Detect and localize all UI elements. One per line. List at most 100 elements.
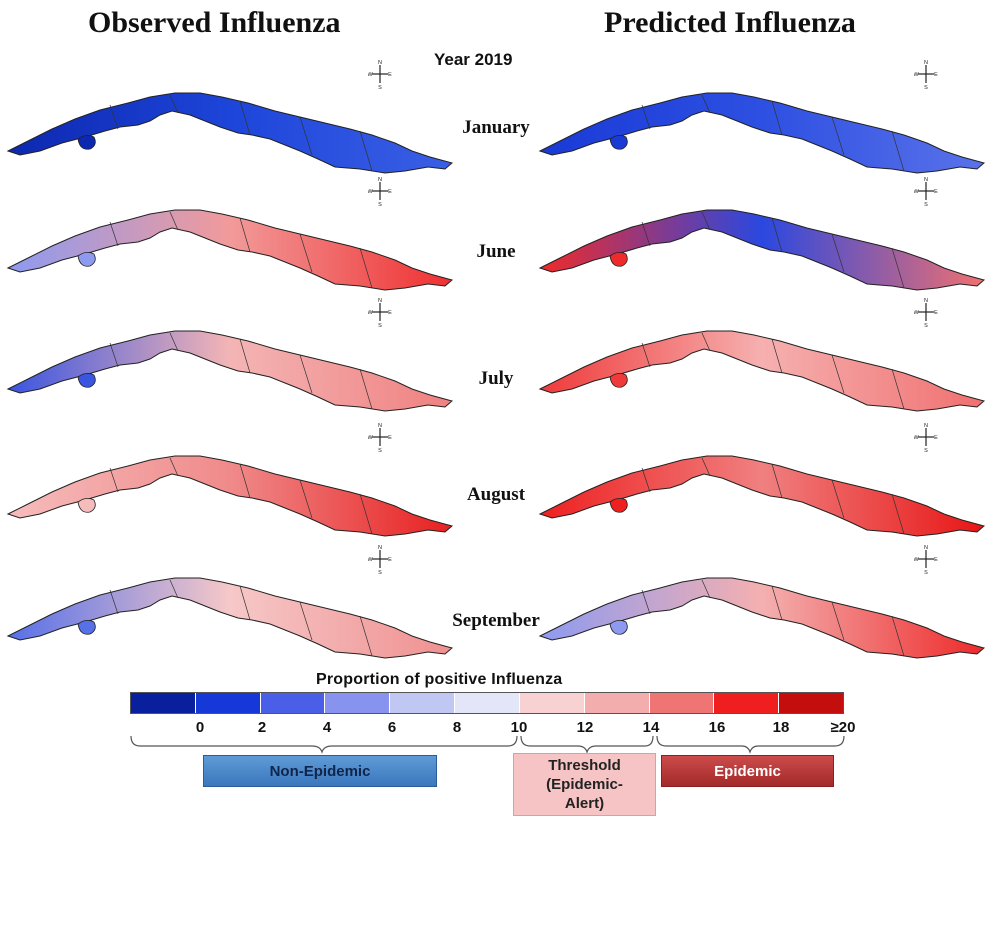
compass-s: S bbox=[924, 570, 928, 574]
compass-e: E bbox=[934, 557, 938, 563]
compass-n: N bbox=[924, 177, 928, 183]
province-boundary bbox=[701, 332, 711, 352]
province-boundary bbox=[891, 130, 905, 172]
compass-s: S bbox=[378, 323, 382, 327]
epidemic-label: Epidemic bbox=[661, 755, 834, 787]
province-boundary bbox=[109, 342, 119, 368]
compass-n: N bbox=[378, 423, 382, 429]
legend-title: Proportion of positive Influenza bbox=[316, 671, 563, 688]
predicted-title: Predicted Influenza bbox=[604, 6, 856, 39]
compass-w: W bbox=[368, 189, 373, 195]
map-observed-january bbox=[6, 92, 454, 174]
compass-n: N bbox=[924, 298, 928, 304]
compass-s: S bbox=[378, 85, 382, 89]
province-boundary bbox=[641, 467, 651, 493]
province-boundary bbox=[239, 100, 251, 136]
compass-s: S bbox=[378, 448, 382, 452]
compass-w: W bbox=[914, 72, 919, 78]
compass-icon: N S W E bbox=[914, 545, 938, 574]
province-boundary bbox=[891, 615, 905, 657]
map-observed-july bbox=[6, 330, 454, 412]
province-boundary bbox=[831, 601, 845, 641]
threshold-line-2: (Epidemic- bbox=[546, 776, 623, 793]
map-observed-june bbox=[6, 209, 454, 291]
map-predicted-july bbox=[538, 330, 986, 412]
province-boundary bbox=[771, 217, 783, 253]
map-predicted-august bbox=[538, 455, 986, 537]
compass-icon: N S W E bbox=[368, 423, 392, 452]
compass-w: W bbox=[914, 435, 919, 441]
province-boundary bbox=[169, 94, 179, 114]
province-boundary bbox=[299, 233, 313, 273]
compass-n: N bbox=[924, 545, 928, 551]
legend-tick-label: 18 bbox=[772, 719, 790, 736]
province-boundary bbox=[109, 467, 119, 493]
isle-of-youth bbox=[609, 135, 628, 150]
legend-tick-label: 16 bbox=[708, 719, 726, 736]
province-boundary bbox=[641, 589, 651, 615]
compass-e: E bbox=[934, 310, 938, 316]
province-boundary bbox=[641, 342, 651, 368]
legend-swatch bbox=[584, 693, 650, 713]
province-boundary bbox=[359, 368, 373, 410]
province-boundary bbox=[169, 211, 179, 231]
compass-icon: N S W E bbox=[914, 60, 938, 89]
isle-of-youth bbox=[609, 498, 628, 513]
cuba-island bbox=[6, 330, 454, 412]
province-boundary bbox=[169, 579, 179, 599]
map-observed-august bbox=[6, 455, 454, 537]
province-boundary bbox=[641, 221, 651, 247]
province-boundary bbox=[299, 601, 313, 641]
cuba-island bbox=[6, 209, 454, 291]
province-boundary bbox=[169, 457, 179, 477]
province-boundary bbox=[239, 217, 251, 253]
legend-swatch bbox=[519, 693, 585, 713]
compass-e: E bbox=[934, 72, 938, 78]
isle-of-youth bbox=[609, 252, 628, 267]
compass-n: N bbox=[378, 298, 382, 304]
province-boundary bbox=[891, 368, 905, 410]
isle-of-youth bbox=[77, 373, 96, 388]
province-boundary bbox=[771, 463, 783, 499]
observed-title: Observed Influenza bbox=[88, 6, 341, 39]
compass-w: W bbox=[368, 435, 373, 441]
compass-w: W bbox=[368, 72, 373, 78]
legend-tick-label: 10 bbox=[510, 719, 528, 736]
compass-icon: N S W E bbox=[914, 298, 938, 327]
province-boundary bbox=[109, 221, 119, 247]
province-boundary bbox=[299, 116, 313, 156]
legend-tick-label: 4 bbox=[322, 719, 332, 736]
compass-n: N bbox=[924, 60, 928, 66]
threshold-label: Threshold (Epidemic- Alert) bbox=[513, 753, 656, 816]
compass-e: E bbox=[388, 189, 392, 195]
compass-w: W bbox=[368, 557, 373, 563]
compass-n: N bbox=[378, 60, 382, 66]
province-boundary bbox=[169, 332, 179, 352]
cuba-island bbox=[6, 577, 454, 659]
cuba-island bbox=[538, 209, 986, 291]
cuba-island bbox=[6, 92, 454, 174]
compass-icon: N S W E bbox=[368, 298, 392, 327]
legend-swatch bbox=[455, 693, 520, 713]
province-boundary bbox=[771, 585, 783, 621]
compass-e: E bbox=[388, 72, 392, 78]
cuba-island bbox=[538, 92, 986, 174]
map-predicted-january bbox=[538, 92, 986, 174]
compass-icon: N S W E bbox=[914, 177, 938, 206]
legend-tick-label: 6 bbox=[387, 719, 397, 736]
compass-w: W bbox=[914, 189, 919, 195]
compass-s: S bbox=[378, 202, 382, 206]
map-predicted-june bbox=[538, 209, 986, 291]
isle-of-youth bbox=[609, 373, 628, 388]
province-boundary bbox=[239, 585, 251, 621]
legend-tick-label: 8 bbox=[452, 719, 462, 736]
compass-n: N bbox=[924, 423, 928, 429]
province-boundary bbox=[299, 354, 313, 394]
legend-tick-label: ≥20 bbox=[830, 719, 856, 736]
isle-of-youth bbox=[77, 620, 96, 635]
cuba-island bbox=[6, 455, 454, 537]
cuba-island bbox=[538, 330, 986, 412]
compass-s: S bbox=[378, 570, 382, 574]
isle-of-youth bbox=[609, 620, 628, 635]
non-epidemic-label: Non-Epidemic bbox=[203, 755, 437, 787]
